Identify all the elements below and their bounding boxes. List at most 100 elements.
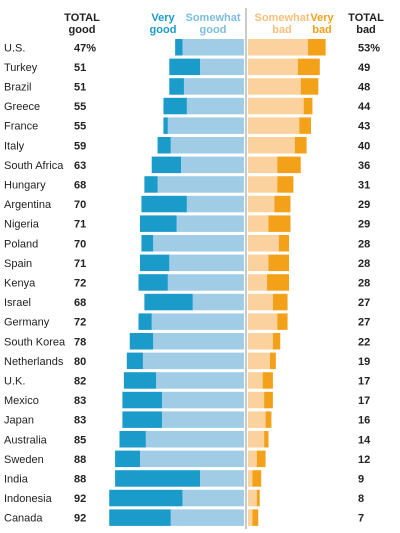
total-bad-japan: 16 (358, 415, 370, 427)
bar-somewhat-good-japan (161, 411, 244, 428)
bar-very-bad-italy (294, 137, 307, 154)
bar-somewhat-good-south-africa (181, 156, 244, 174)
bar-very-bad-brazil (300, 78, 319, 95)
country-label-kenya: Kenya (4, 277, 36, 289)
total-good-italy: 59 (74, 140, 86, 152)
bar-very-bad-india (252, 470, 262, 487)
bar-very-good-australia (119, 431, 146, 448)
country-label-germany: Germany (4, 317, 50, 329)
total-good-brazil: 51 (74, 81, 86, 93)
bar-somewhat-good-u-s (182, 39, 244, 56)
bar-very-bad-hungary (277, 176, 294, 193)
bar-very-bad-nigeria (268, 215, 291, 232)
bar-very-bad-u-k (262, 372, 273, 389)
total-good-australia: 85 (74, 434, 86, 446)
bar-very-good-u-k (123, 372, 157, 389)
bar-somewhat-good-france (167, 117, 244, 134)
bar-somewhat-bad-australia (248, 431, 265, 448)
bar-very-good-south-korea (129, 333, 154, 350)
bar-somewhat-bad-brazil (248, 78, 301, 95)
bar-somewhat-good-germany (151, 313, 244, 330)
bar-very-bad-australia (264, 431, 269, 448)
bar-somewhat-bad-sweden (248, 450, 257, 468)
total-bad-u-k: 17 (358, 375, 370, 387)
bar-very-good-sweden (115, 450, 140, 468)
total-bad-hungary: 31 (358, 179, 370, 191)
total-bad-sweden: 12 (358, 454, 370, 466)
bar-somewhat-good-south-korea (153, 333, 244, 350)
bar-very-good-canada (109, 509, 171, 526)
bar-very-bad-indonesia (256, 489, 260, 507)
country-label-south-africa: South Africa (4, 160, 64, 172)
bar-very-good-spain (139, 254, 170, 272)
bar-somewhat-good-greece (186, 97, 244, 115)
total-good-poland: 70 (74, 238, 86, 250)
bar-somewhat-good-u-k (156, 372, 244, 389)
bar-very-bad-mexico (264, 391, 273, 409)
header-very-bad-line1: Very (310, 12, 334, 24)
total-good-turkey: 51 (74, 62, 86, 74)
total-good-u-k: 82 (74, 375, 86, 387)
header-very-bad-line2: bad (312, 24, 332, 36)
bar-very-bad-turkey (297, 58, 320, 76)
total-good-greece: 55 (74, 101, 86, 113)
bar-somewhat-bad-canada (248, 509, 253, 526)
total-good-india: 88 (74, 473, 86, 485)
bar-very-good-netherlands (126, 352, 143, 370)
labels: U.S. 47% 53% Turkey 51 49 Brazil 51 48 Greece 55 44… (4, 42, 380, 524)
country-label-u-s: U.S. (4, 42, 25, 54)
header-total-bad-line2: bad (356, 24, 376, 36)
bar-somewhat-bad-south-africa (248, 156, 278, 174)
bar-very-bad-poland (278, 235, 290, 252)
bar-very-good-france (163, 117, 168, 134)
total-bad-canada: 7 (358, 513, 364, 525)
bar-somewhat-bad-hungary (248, 176, 278, 193)
total-good-mexico: 83 (74, 395, 86, 407)
country-label-france: France (4, 121, 38, 133)
total-bad-italy: 40 (358, 140, 370, 152)
bar-somewhat-good-mexico (161, 391, 244, 409)
bar-somewhat-bad-germany (248, 313, 278, 330)
total-bad-germany: 27 (358, 317, 370, 329)
bar-somewhat-bad-nigeria (248, 215, 269, 232)
bar-somewhat-bad-india (248, 470, 253, 487)
bar-very-bad-france (299, 117, 311, 134)
bar-somewhat-good-sweden (139, 450, 244, 468)
bar-somewhat-bad-japan (248, 411, 266, 428)
bar-somewhat-good-nigeria (176, 215, 244, 232)
total-good-spain: 71 (74, 258, 86, 270)
total-bad-poland: 28 (358, 238, 370, 250)
bar-very-good-u-s (175, 39, 183, 56)
total-good-hungary: 68 (74, 179, 86, 191)
country-label-indonesia: Indonesia (4, 493, 53, 505)
total-bad-u-s: 53% (358, 42, 380, 54)
bar-very-good-nigeria (139, 215, 177, 232)
bar-somewhat-bad-mexico (248, 391, 265, 409)
country-label-argentina: Argentina (4, 199, 52, 211)
bar-somewhat-bad-kenya (248, 274, 268, 291)
country-label-hungary: Hungary (4, 179, 46, 191)
total-good-france: 55 (74, 121, 86, 133)
country-label-italy: Italy (4, 140, 25, 152)
header-very-good-line2: good (150, 24, 177, 36)
total-bad-australia: 14 (358, 434, 371, 446)
bar-very-bad-netherlands (269, 352, 276, 370)
bar-very-good-indonesia (109, 489, 183, 507)
bar-somewhat-good-indonesia (182, 489, 244, 507)
total-bad-india: 9 (358, 473, 364, 485)
bar-somewhat-bad-south-korea (248, 333, 273, 350)
bar-very-bad-germany (277, 313, 288, 330)
bar-very-bad-japan (265, 411, 272, 428)
total-good-germany: 72 (74, 317, 86, 329)
country-label-spain: Spain (4, 258, 32, 270)
bar-very-good-japan (122, 411, 162, 428)
bar-somewhat-good-hungary (157, 176, 244, 193)
bar-somewhat-bad-u-s (248, 39, 309, 56)
bars (109, 8, 326, 529)
bar-very-bad-canada (252, 509, 259, 526)
header-somewhat-good-line2: good (200, 24, 227, 36)
bar-very-good-mexico (122, 391, 162, 409)
column-headers: TOTAL good Very good Somewhat good Somew… (64, 12, 384, 36)
bar-very-bad-greece (303, 97, 313, 115)
